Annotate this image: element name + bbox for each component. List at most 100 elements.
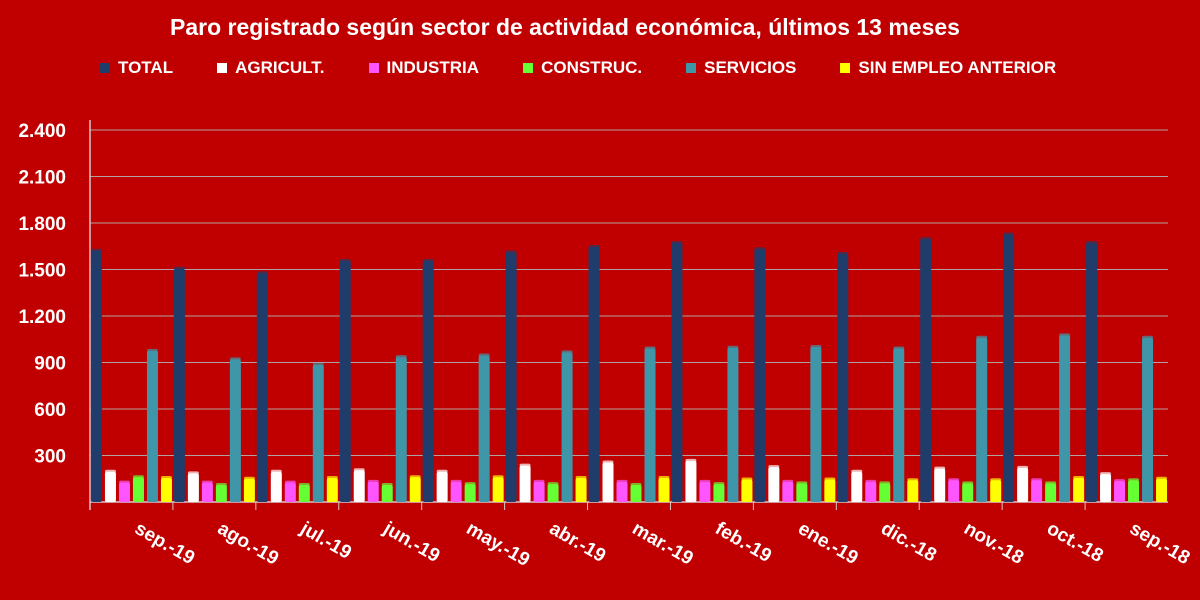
bar (561, 352, 573, 502)
bar-cap (658, 475, 670, 479)
bar (1031, 480, 1043, 502)
bar (1100, 474, 1112, 502)
bar (1128, 480, 1140, 502)
bar-cap (505, 250, 517, 254)
bar-cap (671, 241, 683, 245)
bar (215, 484, 227, 502)
bar-cap (422, 258, 434, 262)
chart-legend: TOTAL AGRICULT. INDUSTRIA CONSTRUC. SERVICIO… (100, 58, 1160, 78)
bar-cap (644, 346, 656, 350)
legend-swatch (523, 63, 534, 73)
bar-cap (699, 479, 711, 483)
bar-cap (270, 469, 282, 473)
bar-cap (160, 475, 172, 479)
legend-swatch (100, 63, 110, 73)
bar (367, 481, 379, 502)
bar-cap (395, 355, 407, 359)
bar-cap (1059, 333, 1071, 337)
bar (658, 477, 670, 502)
bar (893, 348, 905, 502)
bar (727, 347, 739, 502)
bar (1017, 467, 1029, 502)
bar-cap (478, 353, 490, 357)
bar (851, 471, 863, 502)
bar (547, 484, 559, 502)
bar-cap (1100, 472, 1112, 476)
legend-label: AGRICULT. (235, 58, 325, 77)
bar (464, 484, 476, 502)
bar-cap (104, 469, 116, 473)
legend-item: INDUSTRIA (368, 58, 479, 78)
bar-cap (741, 477, 753, 481)
bar-cap (132, 475, 144, 479)
bar (243, 478, 255, 502)
bar (146, 350, 158, 502)
bar-cap (796, 481, 808, 485)
chart-title: Paro registrado según sector de activida… (170, 14, 960, 40)
bar-cap (1128, 478, 1140, 482)
legend-swatch (840, 63, 851, 73)
legend-swatch (686, 63, 697, 73)
bar-cap (312, 362, 324, 366)
bar-cap (353, 468, 365, 472)
x-tick-label: abr.-19 (546, 518, 610, 567)
bar (505, 252, 517, 502)
bar (478, 355, 490, 502)
bar (104, 471, 116, 502)
bar-cap (284, 480, 296, 484)
bar (948, 480, 960, 502)
bar (270, 471, 282, 502)
bar (934, 468, 946, 502)
legend-item: SERVICIOS (686, 58, 796, 78)
legend-label: SERVICIOS (704, 58, 797, 77)
bar (409, 477, 421, 502)
bar-cap (1031, 478, 1043, 482)
bar (132, 477, 144, 502)
bar-cap (215, 482, 227, 486)
bar-cap (561, 350, 573, 354)
bar (256, 273, 268, 502)
bar-cap (1073, 475, 1085, 479)
bar (699, 481, 711, 502)
bar-cap (616, 479, 628, 483)
x-tick-label: jul.-19 (296, 518, 355, 564)
bar (796, 483, 808, 502)
bar-cap (934, 466, 946, 470)
x-tick-label: dic.-18 (877, 518, 940, 566)
bar (312, 364, 324, 502)
bar-cap (146, 348, 158, 352)
bar-cap (782, 479, 794, 483)
bar (907, 480, 919, 502)
bar-cap (588, 245, 600, 249)
bar-cap (90, 248, 102, 252)
bar-cap (948, 478, 960, 482)
bar (782, 481, 794, 502)
legend-swatch (217, 63, 228, 73)
bar (990, 480, 1002, 502)
bar-cap (450, 479, 462, 483)
legend-item: CONSTRUC. (523, 58, 642, 78)
x-tick-label: sep.-18 (1126, 518, 1193, 569)
bar (602, 462, 614, 502)
bar-cap (962, 481, 974, 485)
bar-cap (851, 469, 863, 473)
bar-cap (630, 482, 642, 486)
bar (920, 239, 932, 502)
y-tick-label: 2.100 (18, 168, 66, 189)
bar (395, 357, 407, 502)
y-tick-label: 1.500 (18, 261, 66, 282)
bar-cap (768, 465, 780, 469)
bar (837, 254, 849, 502)
bar (339, 260, 351, 502)
bar-cap (893, 346, 905, 350)
bar-cap (298, 482, 310, 486)
y-tick-label: 2.400 (18, 121, 66, 142)
bar-cap (187, 471, 199, 475)
bar (879, 483, 891, 502)
legend-label: CONSTRUC. (541, 58, 643, 77)
bar-cap (201, 480, 213, 484)
bar-cap (519, 463, 531, 467)
bar (201, 482, 213, 502)
bar (229, 359, 241, 502)
